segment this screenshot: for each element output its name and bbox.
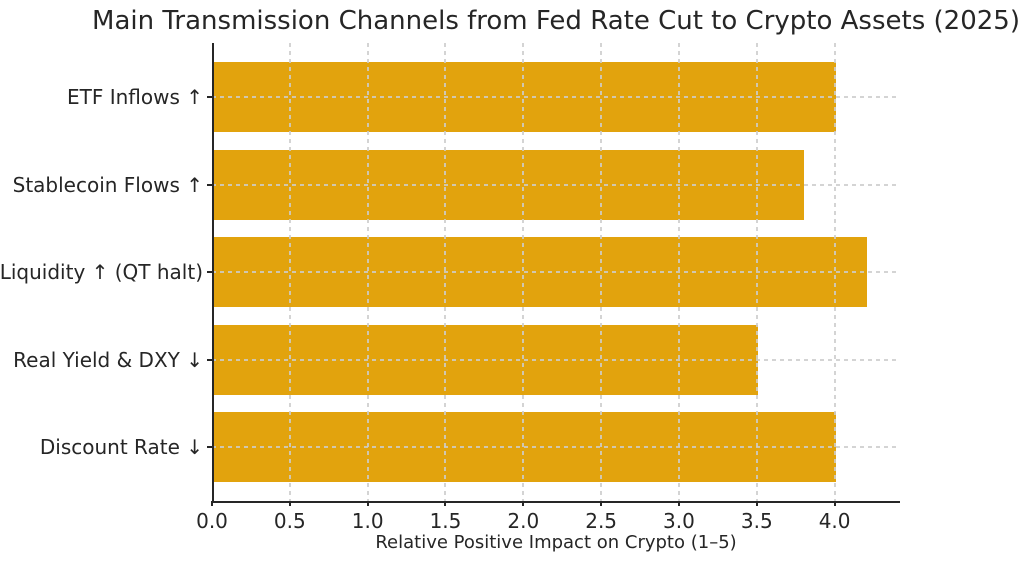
x-tick-mark bbox=[211, 501, 213, 506]
x-tick-label: 1.5 bbox=[429, 509, 462, 533]
x-tick-label: 0.5 bbox=[273, 509, 306, 533]
x-tick-label: 0.0 bbox=[196, 509, 228, 533]
x-tick-mark bbox=[755, 501, 758, 506]
x-tick-label: 3.0 bbox=[663, 509, 695, 533]
y-gridline bbox=[212, 96, 900, 98]
x-tick-mark bbox=[288, 501, 291, 506]
y-tick-mark bbox=[207, 358, 212, 361]
x-tick-label: 4.0 bbox=[818, 509, 851, 533]
y-gridline bbox=[212, 183, 900, 186]
x-tick-label: 3.5 bbox=[740, 509, 773, 533]
x-tick-label: 2.5 bbox=[585, 509, 618, 533]
y-category-label: Discount Rate ↓ bbox=[39, 435, 203, 459]
y-tick-mark bbox=[207, 446, 212, 448]
x-tick-mark bbox=[444, 501, 447, 506]
bottom-spine bbox=[212, 501, 900, 503]
x-tick-label: 2.0 bbox=[507, 509, 540, 533]
y-category-label: ETF Inflows ↑ bbox=[66, 85, 203, 109]
y-category-label: Real Yield & DXY ↓ bbox=[13, 347, 203, 372]
y-gridline bbox=[212, 446, 900, 448]
x-tick-mark bbox=[522, 501, 525, 506]
x-tick-mark bbox=[833, 501, 836, 506]
y-gridline bbox=[212, 271, 900, 273]
x-axis-label: Relative Positive Impact on Crypto (1–5) bbox=[375, 532, 737, 553]
x-tick-mark bbox=[677, 501, 680, 506]
x-tick-label: 1.0 bbox=[351, 509, 384, 533]
x-tick-mark bbox=[600, 501, 603, 506]
y-category-label: Liquidity ↑ (QT halt) bbox=[0, 260, 203, 284]
left-spine bbox=[212, 43, 214, 503]
y-tick-mark bbox=[207, 96, 212, 98]
y-category-label: Stablecoin Flows ↑ bbox=[12, 172, 203, 197]
x-tick-mark bbox=[366, 501, 369, 506]
y-gridline bbox=[212, 358, 900, 361]
y-tick-mark bbox=[207, 271, 212, 273]
chart-title: Main Transmission Channels from Fed Rate… bbox=[92, 6, 1020, 36]
y-tick-mark bbox=[207, 183, 212, 186]
